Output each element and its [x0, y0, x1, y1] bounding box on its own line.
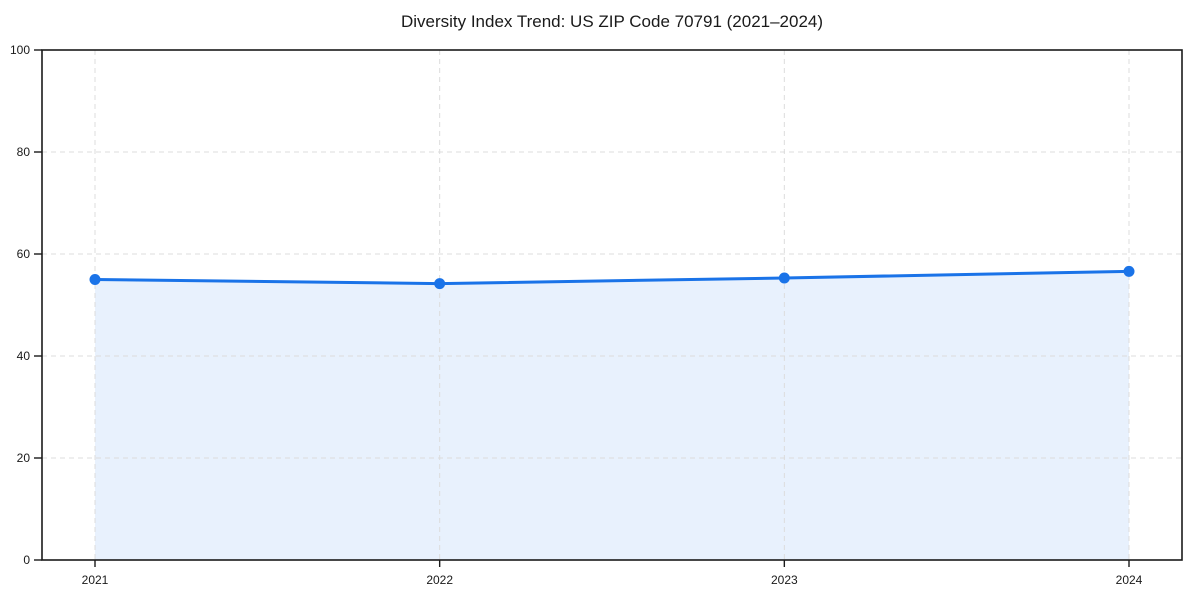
chart-title: Diversity Index Trend: US ZIP Code 70791… — [401, 12, 823, 31]
data-point — [778, 272, 790, 284]
y-tick-label: 20 — [17, 451, 31, 465]
data-point — [89, 274, 101, 285]
y-tick-label: 60 — [17, 247, 31, 261]
x-tick-label: 2021 — [82, 573, 109, 587]
axes-spines-layer — [41, 49, 1183, 561]
trend-line-layer — [93, 269, 1131, 286]
area-fill-layer — [95, 271, 1129, 560]
y-tick-label: 100 — [10, 43, 30, 57]
data-points-layer — [89, 265, 1135, 290]
data-point — [1123, 265, 1135, 277]
x-tick-label: 2023 — [771, 573, 798, 587]
y-tick-label: 80 — [17, 145, 31, 159]
axis-labels-layer: 0 20 40 60 80 100 2021 2022 2023 2024 — [10, 43, 1143, 587]
x-tick-label: 2024 — [1116, 573, 1143, 587]
data-point — [434, 278, 446, 290]
area-fill — [95, 271, 1129, 560]
plot-border — [41, 49, 1183, 561]
trend-line — [93, 269, 1131, 286]
y-tick-label: 40 — [17, 349, 31, 363]
y-tick-label: 0 — [23, 553, 30, 567]
axis-ticks-layer — [34, 49, 1130, 567]
x-tick-label: 2022 — [426, 573, 453, 587]
